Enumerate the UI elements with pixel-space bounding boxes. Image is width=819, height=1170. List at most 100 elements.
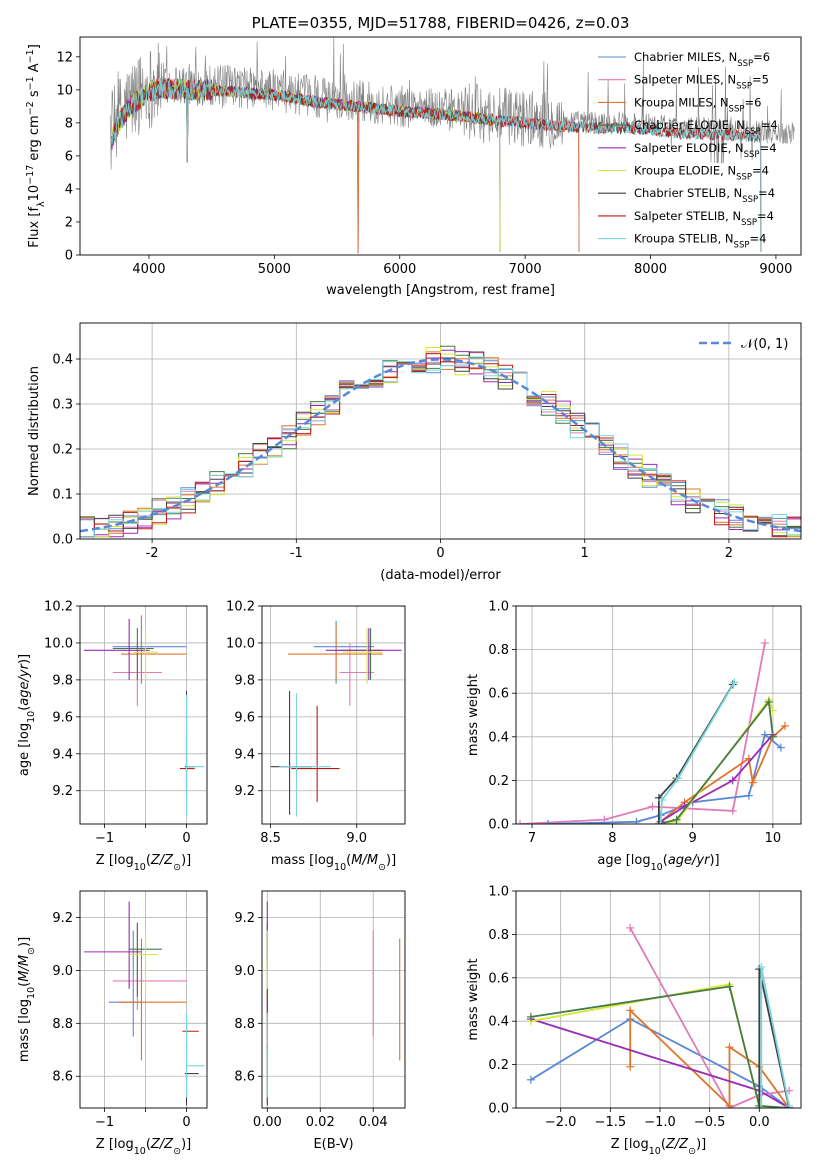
x-tick-label: 0 [436, 546, 444, 561]
legend-entry: Kroupa MILES, NSSP=6 [634, 95, 761, 114]
legend-entry: Kroupa STELIB, NSSP=4 [634, 232, 766, 251]
axes-frame-4 [515, 605, 802, 825]
weight-marker [760, 639, 769, 648]
weight-line-1 [629, 927, 790, 1108]
label-part: 10 [651, 862, 663, 873]
legend-suffix: =6 [753, 50, 770, 64]
legend-entry: Chabrier ELODIE, NSSP=4 [634, 118, 778, 137]
label-part: Z [log [611, 1137, 649, 1152]
x-tick-label: -1 [290, 546, 303, 561]
y-tick-label: 10.0 [44, 636, 73, 651]
label-part: −17 [25, 165, 36, 185]
legend-suffix: =4 [760, 141, 777, 155]
weight-marker [757, 1104, 766, 1108]
label-part: Z/Z [665, 1137, 689, 1152]
y-tick-label: 0.4 [488, 730, 509, 745]
y-axis-label: Normed distribution [27, 366, 42, 496]
legend-sub: SSP [729, 104, 745, 114]
y-tick-label: 0.6 [488, 687, 509, 702]
legend-name: Salpeter ELODIE, N [634, 141, 744, 155]
y-tick-label: 6 [65, 149, 73, 164]
y-tick-label: 0.8 [488, 928, 509, 943]
x-tick-label: 6000 [383, 262, 416, 277]
x-tick-label: 1 [581, 546, 589, 561]
y-tick-label: 9.8 [52, 673, 73, 688]
label-part: ( [346, 853, 351, 868]
y-tick-label: 9.2 [52, 784, 73, 799]
weight-marker [626, 1006, 635, 1015]
y-tick-label: 0.1 [52, 488, 73, 503]
legend-suffix: =4 [757, 209, 774, 223]
weight-marker [760, 730, 769, 739]
y-tick-label: 1.0 [488, 600, 509, 615]
label-part: 10 [26, 711, 37, 723]
label-part: ⊙ [26, 947, 37, 955]
weight-marker [776, 743, 785, 752]
label-part: M/M [351, 853, 378, 868]
weight-marker [748, 778, 757, 787]
x-tick-label: −1 [95, 1115, 114, 1130]
label-part: ⊙ [173, 1146, 181, 1157]
label-part: )] [181, 853, 191, 868]
x-tick-label: 0.0 [749, 1115, 770, 1130]
weight-line-0 [519, 642, 766, 824]
y-tick-label: 10.2 [226, 600, 255, 615]
y-tick-label: 8.8 [52, 1017, 73, 1032]
weight-marker [654, 820, 663, 824]
x-axis-label: (data-model)/error [380, 568, 501, 583]
weight-marker [755, 1104, 764, 1108]
weight-marker [725, 1101, 734, 1108]
y-tick-label: 10 [56, 83, 73, 98]
y-tick-label: 0.6 [488, 971, 509, 986]
legend-suffix: =5 [752, 73, 769, 87]
x-tick-label: 9 [688, 831, 696, 846]
legend-entry: Salpeter MILES, NSSP=5 [634, 73, 769, 92]
label-part: ] [27, 44, 42, 49]
legend-name: Kroupa ELODIE, N [634, 164, 736, 178]
x-axis-label: Z [log10(Z/Z⊙)] [611, 1137, 706, 1157]
y-tick-label: 9.6 [234, 710, 255, 725]
legend-name: Kroupa STELIB, N [634, 232, 734, 246]
legend-sub: SSP [745, 127, 761, 137]
legend-entry: Kroupa ELODIE, NSSP=4 [634, 164, 769, 183]
y-axis-label: mass [log10(M/M⊙)] [17, 937, 37, 1062]
weight-marker [744, 791, 753, 800]
axes-frame-3 [261, 605, 406, 825]
weight-marker [728, 776, 737, 785]
weight-marker [725, 1043, 734, 1052]
y-tick-label: 12 [56, 50, 73, 65]
x-axis-label: Z [log10(Z/Z⊙)] [96, 853, 191, 873]
label-part: ⊙ [688, 1146, 696, 1157]
label-part: s [27, 90, 42, 101]
x-tick-label: 7000 [509, 262, 542, 277]
legend-sub: SSP [737, 59, 753, 69]
weight-line-3 [660, 734, 774, 823]
legend-entry: Salpeter ELODIE, NSSP=4 [634, 141, 777, 160]
legend-name: Chabrier MILES, N [634, 50, 737, 64]
x-tick-label: 0 [182, 831, 190, 846]
x-tick-label: 0.04 [359, 1115, 388, 1130]
weight-marker [725, 982, 734, 991]
legend-sub: SSP [744, 150, 760, 160]
y-tick-label: 10.2 [44, 600, 73, 615]
weight-line-0 [530, 1017, 790, 1108]
x-tick-label: 8 [608, 831, 616, 846]
y-axis-label: age [log10(age/yr)] [17, 654, 37, 776]
x-tick-label: −1 [95, 831, 114, 846]
y-tick-label: 9.4 [52, 747, 73, 762]
x-tick-label: 10 [765, 831, 782, 846]
weight-marker [656, 820, 665, 824]
weight-marker [526, 1012, 535, 1021]
y-tick-label: 8.8 [234, 1017, 255, 1032]
x-tick-label: −2.0 [545, 1115, 577, 1130]
axes-frame-1 [79, 322, 802, 540]
x-tick-label: -2 [146, 546, 159, 561]
weight-line-2 [629, 1008, 790, 1108]
legend-suffix: =4 [758, 186, 775, 200]
y-tick-label: 8.6 [52, 1070, 73, 1085]
label-part: Z [log [96, 1137, 134, 1152]
x-tick-label: 8.5 [260, 831, 281, 846]
y-tick-label: 0.0 [488, 818, 509, 833]
y-tick-label: 0.8 [488, 643, 509, 658]
